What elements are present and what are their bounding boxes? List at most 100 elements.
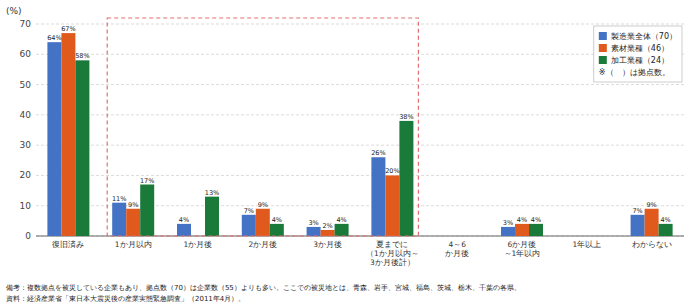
bar	[61, 33, 75, 236]
x-tick-label-line: 3か月後計）	[370, 258, 415, 267]
y-tick-label: 10	[20, 201, 32, 211]
bar	[47, 42, 61, 236]
bar	[580, 236, 594, 237]
x-tick-label-line: 2か月後	[248, 240, 277, 249]
y-tick-label: 60	[20, 49, 32, 59]
x-tick-label: 2か月後	[248, 240, 277, 249]
x-tick-label: 夏までに（1か月以内～3か月後計）	[366, 240, 419, 267]
bar	[321, 230, 335, 236]
bar	[335, 224, 349, 236]
bar	[140, 185, 154, 236]
highlight-box	[107, 18, 418, 236]
bar	[529, 224, 543, 236]
data-label: 9%	[646, 201, 656, 209]
legend-note: ※（ ）は拠点数。	[599, 68, 670, 77]
bar	[205, 197, 219, 236]
bar	[242, 215, 256, 236]
x-tick-label-line: わからない	[632, 240, 672, 249]
bar	[307, 227, 321, 236]
data-label: 38%	[399, 113, 413, 121]
y-axis-label: (%)	[6, 6, 22, 16]
bar	[594, 236, 608, 237]
bar	[126, 209, 140, 236]
legend-entry: 製造業全体（70）	[611, 32, 677, 41]
legend: 製造業全体（70） 素材業種（46） 加工業種（24） ※（ ）は拠点数。	[594, 26, 682, 82]
x-tick-label: 復旧済み	[52, 240, 84, 249]
footnote: 備考：複数拠点を被災している企業もあり、拠点数（70）は企業数（55）よりも多い…	[6, 284, 521, 292]
x-tick-label-line: 1か月後	[184, 240, 213, 249]
data-label: 64%	[47, 34, 61, 42]
bar	[501, 227, 515, 236]
data-label: 4%	[272, 216, 282, 224]
x-tick-label: 1年以上	[572, 240, 601, 249]
legend-swatch	[599, 44, 607, 52]
y-tick-label: 50	[20, 80, 32, 90]
x-tick-label: 4～6か月後	[445, 240, 469, 258]
legend-entry: 加工業種（24）	[611, 56, 669, 65]
data-label: 3%	[308, 219, 318, 227]
x-tick-label-line: 3か月後	[313, 240, 342, 249]
x-tick-label-line: 復旧済み	[52, 240, 84, 249]
bar	[566, 236, 580, 237]
bar	[270, 224, 284, 236]
x-tick-label-line: ～1年以内	[504, 249, 541, 258]
data-label: 26%	[371, 149, 385, 157]
bar	[436, 236, 450, 237]
x-tick-label-line: 夏までに	[376, 240, 408, 249]
data-label: 11%	[112, 195, 126, 203]
bar	[631, 215, 645, 236]
bar	[464, 236, 478, 237]
data-label: 17%	[140, 177, 154, 185]
grid-line	[36, 24, 684, 25]
bar	[177, 224, 191, 236]
data-label: 7%	[632, 207, 642, 215]
legend-swatch	[599, 32, 607, 40]
data-label: 58%	[75, 52, 89, 60]
grid-line	[36, 175, 684, 176]
data-label: 7%	[244, 207, 254, 215]
bar	[112, 203, 126, 236]
bar	[659, 224, 673, 236]
chart: (%)01020304050607064%11%4%7%3%26%3%7%67%…	[0, 0, 692, 306]
bar	[256, 209, 270, 236]
legend-entry: 素材業種（46）	[611, 44, 669, 53]
data-label: 4%	[179, 216, 189, 224]
data-label: 4%	[336, 216, 346, 224]
y-tick-label: 70	[20, 19, 32, 29]
data-labels: 64% 11% 4% 7% 3% 26% 3% 7% 67% 9% 9% 2% 20% 4% 9% 58% 17…	[47, 25, 671, 230]
data-label: 4%	[660, 216, 670, 224]
data-label: 9%	[258, 201, 268, 209]
y-tick-label: 20	[20, 170, 32, 180]
bar	[75, 60, 89, 236]
legend-swatch	[599, 56, 607, 64]
bar	[450, 236, 464, 237]
grid-line	[36, 54, 684, 55]
data-label: 3%	[503, 219, 513, 227]
bar	[385, 175, 399, 236]
data-label: 2%	[322, 222, 332, 230]
legend-frame	[594, 26, 682, 82]
x-tick-label: 1か月以内	[115, 240, 152, 249]
data-label: 4%	[531, 216, 541, 224]
y-tick-label: 40	[20, 110, 32, 120]
bar	[399, 121, 413, 236]
footnote: 資料：経済産業省「東日本大震災後の産業実態緊急調査」（2011年4月）。	[6, 295, 245, 303]
x-tick-label: 1か月後	[184, 240, 213, 249]
x-tick-label-line: 1か月以内	[115, 240, 152, 249]
x-tick-label-line: 1年以上	[572, 240, 601, 249]
data-label: 9%	[128, 201, 138, 209]
grid	[36, 24, 684, 236]
grid-line	[36, 84, 684, 85]
x-tick-label: 6か月後～1年以内	[504, 240, 541, 258]
data-label: 4%	[517, 216, 527, 224]
x-tick-label-line: （1か月以内～	[366, 249, 419, 258]
data-label: 20%	[385, 167, 399, 175]
data-label: 67%	[61, 25, 75, 33]
grid-line	[36, 145, 684, 146]
bars	[47, 33, 672, 236]
y-tick-label: 0	[25, 231, 31, 241]
x-tick-label-line: 6か月後	[508, 240, 537, 249]
x-tick-label-line: 4～6	[448, 240, 466, 249]
bar	[515, 224, 529, 236]
grid-line	[36, 114, 684, 115]
